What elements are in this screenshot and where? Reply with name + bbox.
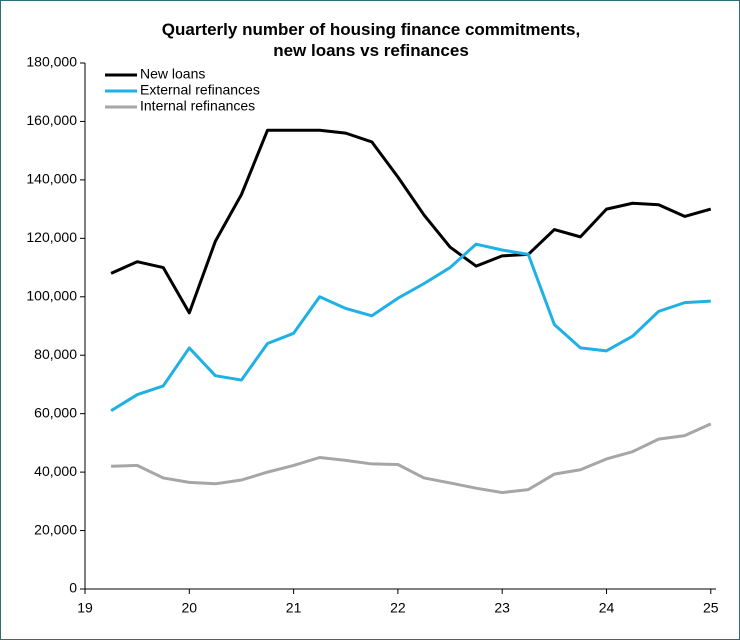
legend-label: New loans — [140, 66, 205, 82]
chart-title: Quarterly number of housing finance comm… — [161, 20, 581, 60]
series-line — [110, 128, 712, 315]
y-tick-label: 60,000 — [34, 404, 77, 420]
legend-label: External refinances — [140, 82, 260, 98]
series-line — [110, 242, 711, 413]
x-tick-label: 22 — [390, 600, 406, 616]
x-tick-label: 20 — [182, 600, 198, 616]
y-tick-label: 0 — [69, 580, 77, 596]
y-tick-label: 100,000 — [26, 287, 77, 303]
x-tick-label: 21 — [286, 600, 302, 616]
x-tick-label: 24 — [599, 600, 615, 616]
x-tick-label: 23 — [494, 600, 510, 616]
y-tick-label: 140,000 — [26, 171, 77, 187]
y-tick-label: 40,000 — [34, 463, 77, 479]
y-tick-label: 180,000 — [26, 54, 77, 70]
series-line — [111, 422, 712, 495]
y-tick-label: 160,000 — [26, 112, 77, 128]
legend-label: Internal refinances — [140, 98, 255, 114]
y-tick-label: 20,000 — [34, 521, 77, 537]
y-tick-label: 120,000 — [26, 229, 77, 245]
y-tick-label: 80,000 — [34, 346, 77, 362]
x-tick-label: 25 — [703, 600, 719, 616]
x-tick-label: 19 — [77, 600, 93, 616]
